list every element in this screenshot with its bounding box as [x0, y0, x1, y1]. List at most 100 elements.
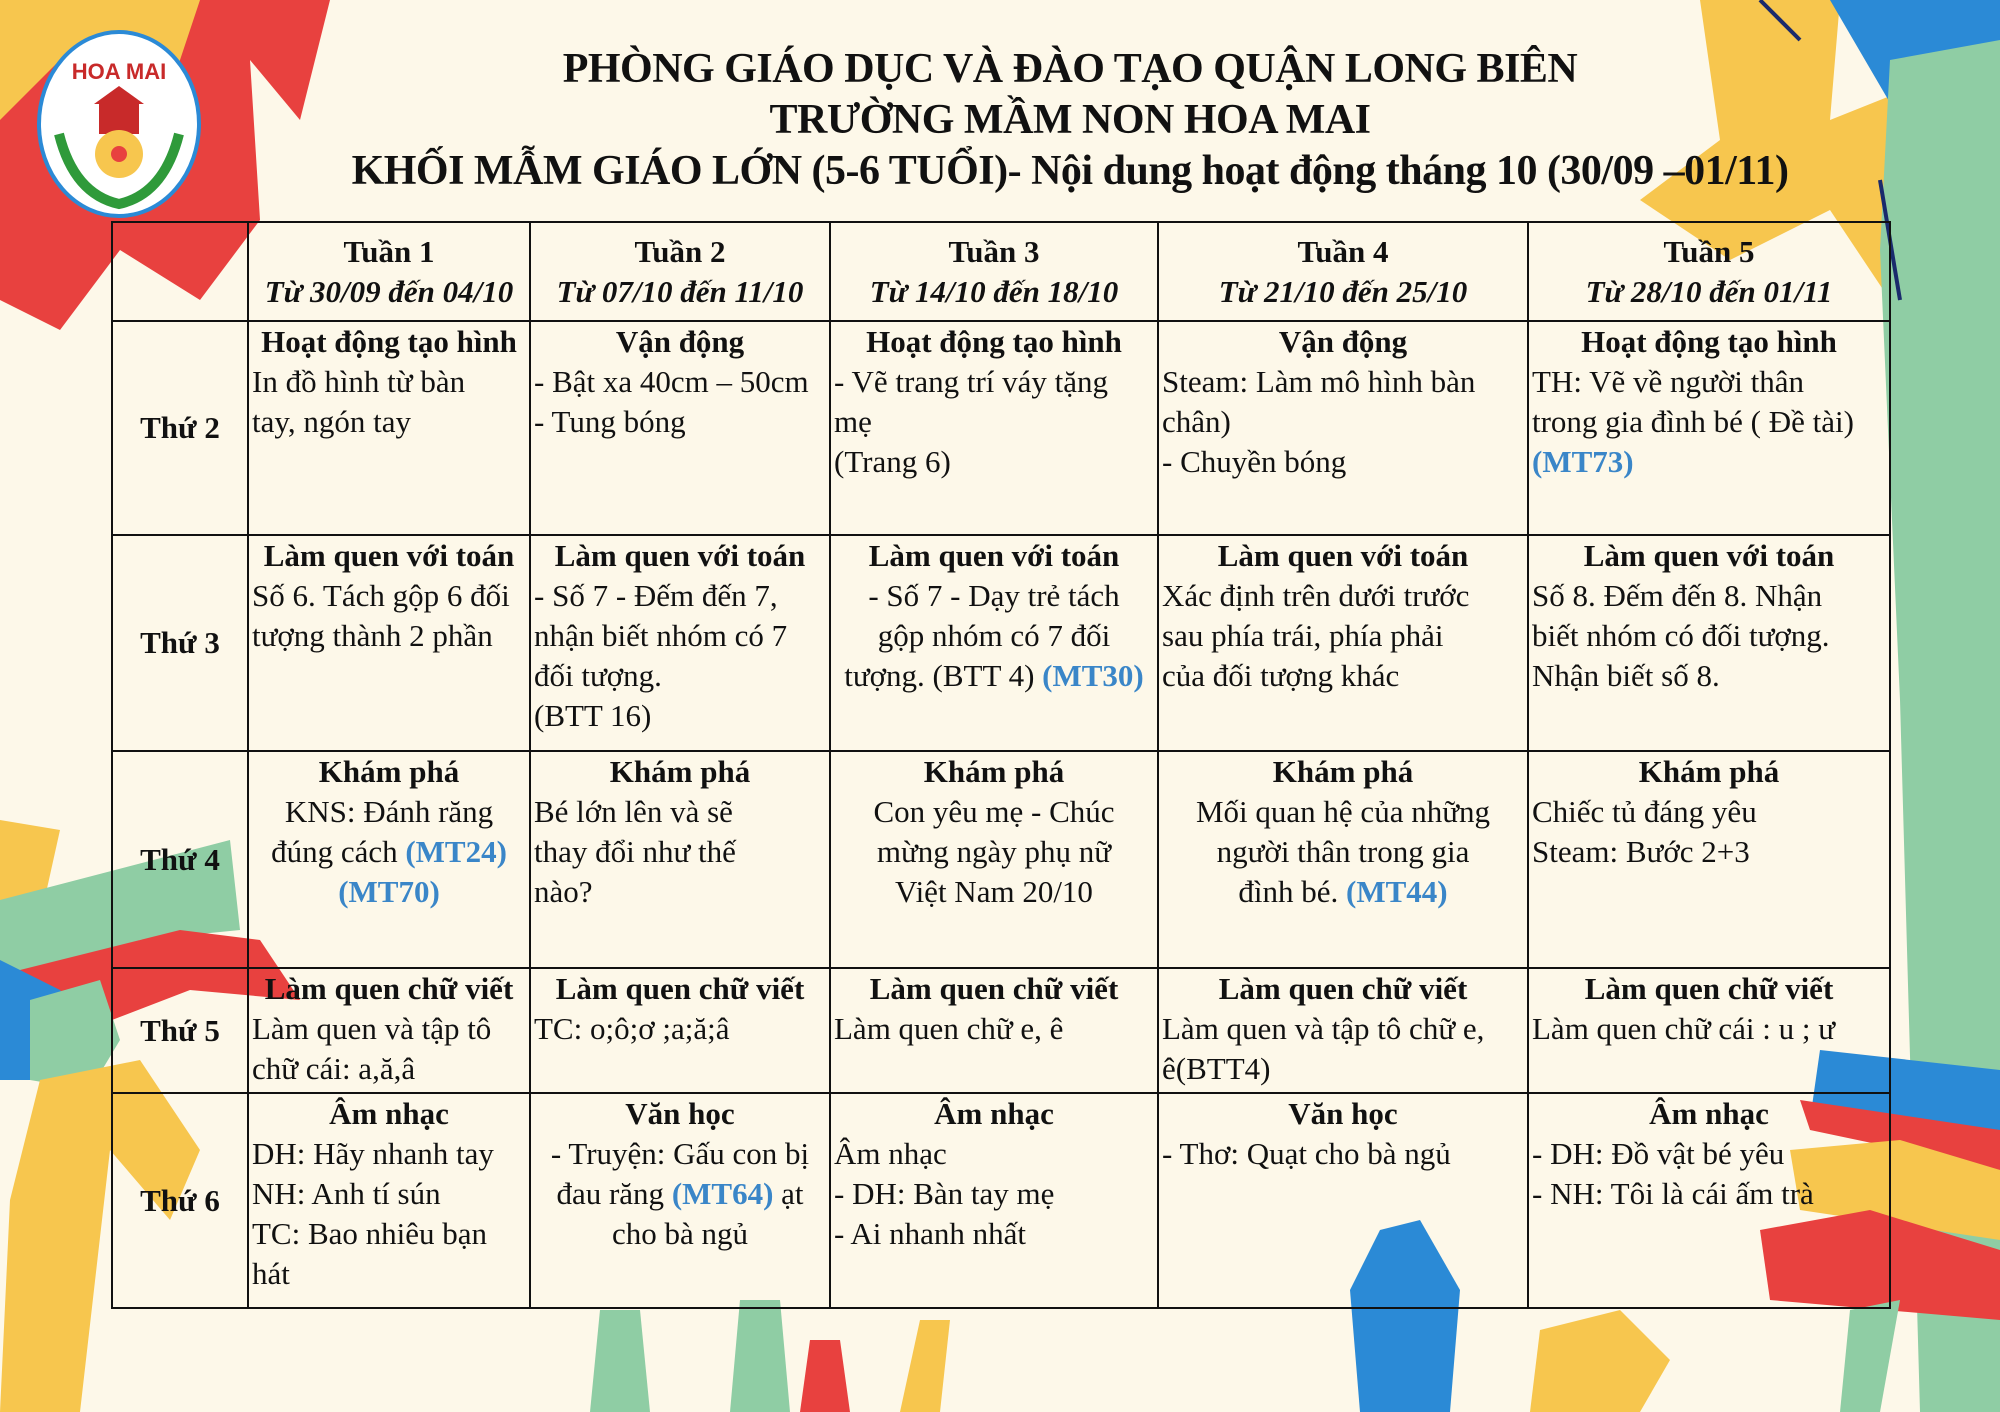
deco-shape	[30, 980, 120, 1090]
activity-text: cho bà ngủ	[611, 1216, 749, 1251]
activity-text: chữ cái: a,ă,â	[252, 1051, 416, 1086]
day-label: Thứ 5	[111, 967, 249, 1094]
activity-title: Vận động	[1278, 324, 1408, 359]
objective-code: (MT64)	[671, 1176, 774, 1211]
activity-cell: Hoạt động tạo hình TH: Vẽ về người thân tr…	[1527, 320, 1891, 536]
activity-line: Số 8. Đếm đến 8. Nhận	[1532, 576, 1886, 616]
activity-text: người thân trong gia	[1216, 834, 1470, 869]
activity-text: Xác định trên dưới trước	[1162, 578, 1470, 613]
activity-line: Con yêu mẹ - Chúc	[834, 792, 1154, 832]
activity-line: nào?	[534, 872, 826, 912]
table-row: Thứ 2 Hoạt động tạo hình In đồ hình từ bàn…	[111, 320, 1891, 536]
activity-title: Âm nhạc	[329, 1096, 449, 1131]
activity-title: Hoạt động tạo hình	[866, 324, 1122, 359]
activity-cell: Khám phá KNS: Đánh răng đúng cách (MT24) (M…	[247, 750, 531, 969]
week-date-range: Từ 14/10 đến 18/10	[869, 273, 1119, 309]
activity-title: Làm quen với toán	[1217, 538, 1469, 573]
activity-line: trong gia đình bé ( Đề tài)	[1532, 402, 1886, 442]
activity-line: In đồ hình từ bàn	[252, 362, 526, 402]
activity-line: sau phía trái, phía phải	[1162, 616, 1524, 656]
activity-text: - NH: Tôi là cái ấm trà	[1532, 1176, 1814, 1211]
activity-text: In đồ hình từ bàn	[252, 364, 466, 399]
activity-line: Làm quen chữ e, ê	[834, 1009, 1154, 1049]
activity-line: TH: Vẽ về người thân	[1532, 362, 1886, 402]
activity-text: Steam: Bước 2+3	[1532, 834, 1750, 869]
activity-line: ê(BTT4)	[1162, 1049, 1524, 1089]
activity-text: DH: Hãy nhanh tay	[252, 1136, 494, 1171]
activity-text: nào?	[534, 874, 593, 909]
activity-cell: Làm quen với toán - Số 7 - Dạy trẻ tách gộ…	[829, 534, 1159, 752]
activity-line: Âm nhạc	[834, 1134, 1154, 1174]
activity-text: KNS: Đánh răng	[284, 794, 494, 829]
activity-text: tay, ngón tay	[252, 404, 411, 439]
activity-text: - Vẽ trang trí váy tặng	[834, 364, 1109, 399]
activity-line: Nhận biết số 8.	[1532, 656, 1886, 696]
activity-text: - Ai nhanh nhất	[834, 1216, 1026, 1251]
activity-line: người thân trong gia	[1162, 832, 1524, 872]
activity-text: - DH: Đồ vật bé yêu	[1532, 1136, 1785, 1171]
activity-line: TC: o;ô;ơ ;a;ă;â	[534, 1009, 826, 1049]
week-header-4: Tuần 4 Từ 21/10 đến 25/10	[1157, 221, 1529, 322]
deco-shape	[590, 1310, 650, 1412]
table-row: Thứ 4 Khám phá KNS: Đánh răng đúng cách (MT…	[111, 750, 1891, 969]
deco-shape	[1840, 1300, 1900, 1412]
activity-title: Hoạt động tạo hình	[261, 324, 517, 359]
activity-line: biết nhóm có đối tượng.	[1532, 616, 1886, 656]
activity-text: Con yêu mẹ - Chúc	[873, 794, 1115, 829]
activity-text: TC: Bao nhiêu bạn	[252, 1216, 488, 1251]
activity-line: chữ cái: a,ă,â	[252, 1049, 526, 1089]
activity-text: đình bé.	[1238, 874, 1347, 909]
activity-text: (BTT 16)	[534, 698, 652, 733]
activity-text: - Tung bóng	[534, 404, 686, 439]
activity-text: - Số 7 - Đếm đến 7,	[534, 578, 778, 613]
week-header-5: Tuần 5 Từ 28/10 đến 01/11	[1527, 221, 1891, 322]
activity-title: Làm quen với toán	[554, 538, 806, 573]
week-label: Tuần 5	[1663, 233, 1755, 269]
activity-title: Khám phá	[609, 754, 751, 789]
activity-text: Âm nhạc	[834, 1136, 947, 1171]
activity-text: Việt Nam 20/10	[895, 874, 1093, 909]
activity-line: tượng thành 2 phần	[252, 616, 526, 656]
activity-text: mừng ngày phụ nữ	[876, 834, 1112, 869]
deco-shape	[900, 1320, 950, 1412]
activity-cell: Làm quen với toán Số 6. Tách gộp 6 đối tư…	[247, 534, 531, 752]
activity-line: - Ai nhanh nhất	[834, 1214, 1154, 1254]
activity-title: Khám phá	[1272, 754, 1414, 789]
activity-text: hát	[252, 1256, 290, 1291]
activity-line: Làm quen và tập tô	[252, 1009, 526, 1049]
header-school: TRƯỜNG MẦM NON HOA MAI	[769, 97, 1371, 143]
activity-text: đúng cách	[271, 834, 406, 869]
activity-title: Âm nhạc	[1649, 1096, 1769, 1131]
activity-line: - Vẽ trang trí váy tặng	[834, 362, 1154, 402]
activity-text: gộp nhóm có 7 đối	[877, 618, 1111, 653]
activity-line: (MT73)	[1532, 442, 1886, 482]
activity-cell: Khám phá Con yêu mẹ - Chúc mừng ngày phụ n…	[829, 750, 1159, 969]
activity-line: - Số 7 - Dạy trẻ tách	[834, 576, 1154, 616]
activity-cell: Âm nhạc - DH: Đồ vật bé yêu - NH: Tôi là c…	[1527, 1092, 1891, 1309]
week-label: Tuần 4	[1297, 233, 1389, 269]
week-label: Tuần 1	[343, 233, 435, 269]
activity-line: cho bà ngủ	[534, 1214, 826, 1254]
activity-text: NH: Anh tí sún	[252, 1176, 441, 1211]
header-plan-title: KHỐI MẪM GIÁO LỚN (5-6 TUỔI)- Nội dung h…	[351, 148, 1789, 194]
activity-line: của đối tượng khác	[1162, 656, 1524, 696]
table-row: Thứ 6 Âm nhạc DH: Hãy nhanh tay NH: Anh tí …	[111, 1092, 1891, 1309]
activity-line: (Trang 6)	[834, 442, 1154, 482]
activity-cell: Âm nhạc Âm nhạc - DH: Bàn tay mẹ - Ai nhanh…	[829, 1092, 1159, 1309]
activity-line: - DH: Bàn tay mẹ	[834, 1174, 1154, 1214]
activity-line: DH: Hãy nhanh tay	[252, 1134, 526, 1174]
activity-text: Làm quen chữ e, ê	[834, 1011, 1064, 1046]
week-date-range: Từ 21/10 đến 25/10	[1218, 273, 1468, 309]
week-label: Tuần 2	[634, 233, 726, 269]
activity-title: Khám phá	[923, 754, 1065, 789]
activity-text: (Trang 6)	[834, 444, 951, 479]
activity-title: Làm quen chữ viết	[1584, 971, 1834, 1006]
activity-text: Làm quen và tập tô chữ e,	[1162, 1011, 1485, 1046]
deco-line	[1878, 179, 1902, 301]
activity-cell: Vận động Steam: Làm mô hình bàn chân) - Chu…	[1157, 320, 1529, 536]
activity-line: - Tung bóng	[534, 402, 826, 442]
activity-cell: Khám phá Bé lớn lên và sẽ thay đổi như thế…	[529, 750, 831, 969]
activity-title: Làm quen với toán	[1583, 538, 1835, 573]
activity-text: - Số 7 - Dạy trẻ tách	[868, 578, 1120, 613]
activity-title: Hoạt động tạo hình	[1581, 324, 1837, 359]
